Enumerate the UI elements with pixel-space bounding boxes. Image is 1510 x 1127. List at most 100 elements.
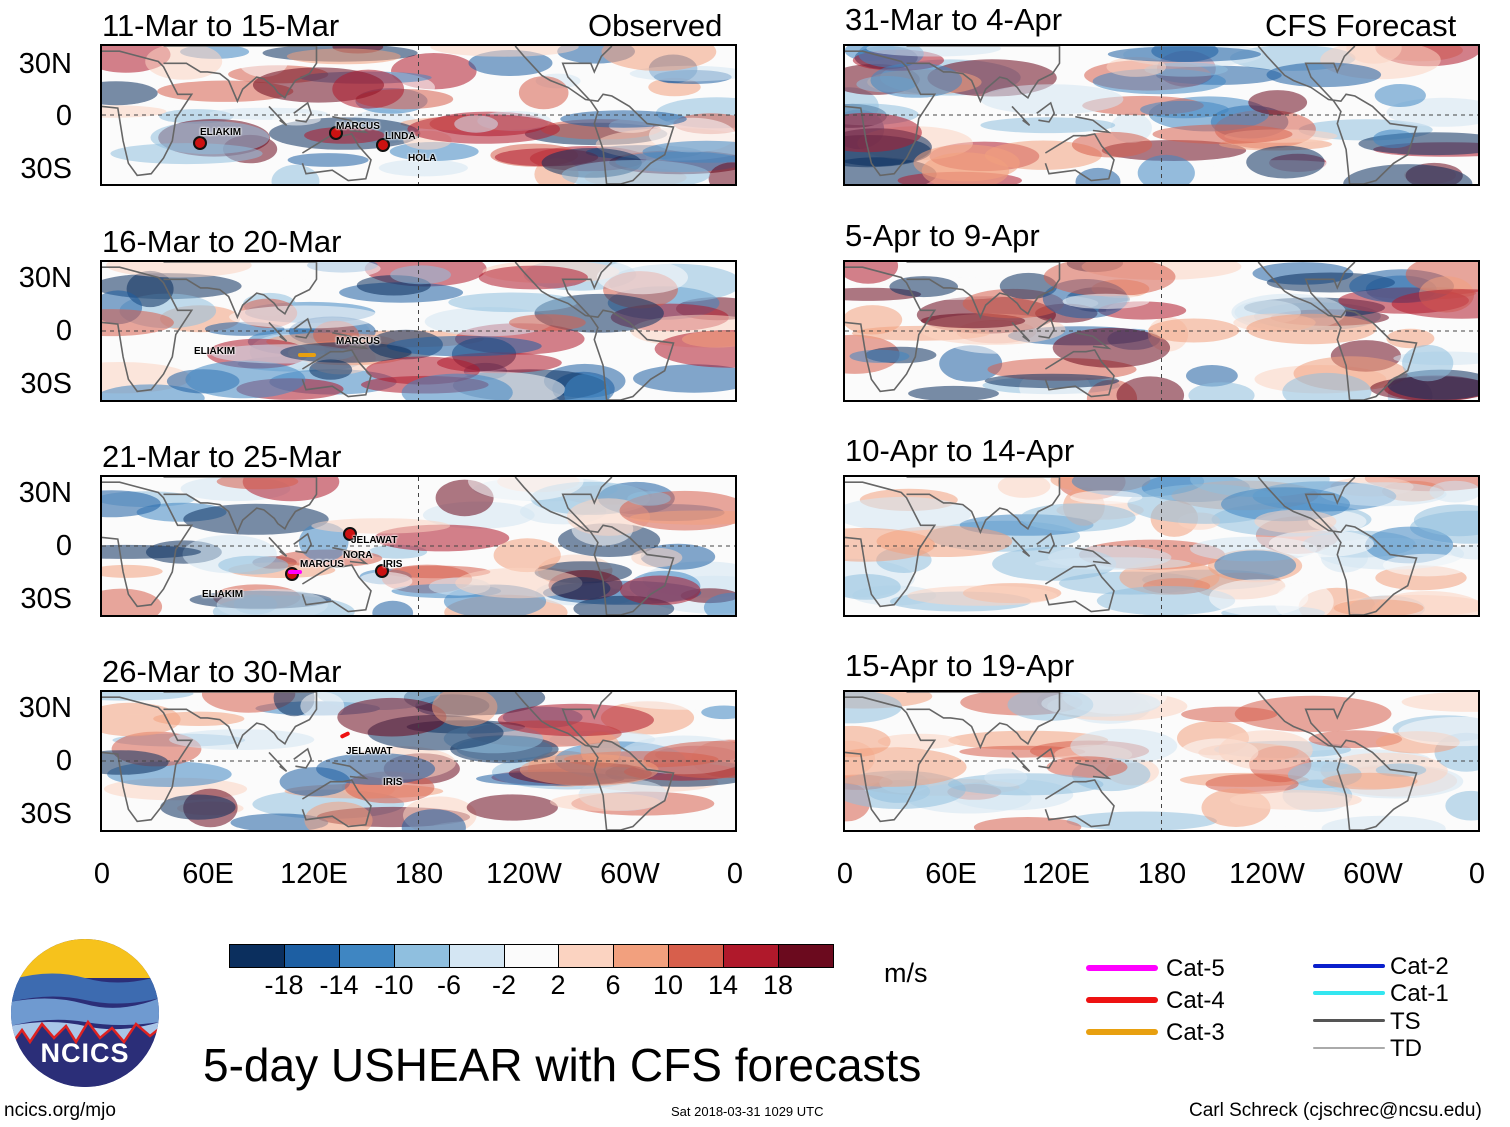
colorbar-tick: -14: [319, 970, 359, 1000]
hurricane-icon: [375, 564, 389, 578]
source-url[interactable]: ncics.org/mjo: [4, 1100, 116, 1121]
legend-swatch: [1086, 997, 1158, 1003]
lat-label: 30S: [20, 798, 72, 830]
legend-swatch: [1086, 1029, 1158, 1035]
legend-label: Cat-3: [1166, 1019, 1225, 1046]
colorbar-swatch: [723, 944, 780, 968]
lon-label: 0: [1468, 858, 1486, 890]
colorbar-swatch: [338, 944, 395, 968]
shear-map: [843, 260, 1480, 402]
lon-label: 0: [93, 858, 111, 890]
legend-label: Cat-2: [1390, 953, 1449, 980]
storm-label: ELIAKIM: [202, 589, 244, 600]
legend-swatch: [1313, 991, 1385, 995]
hurricane-icon: [329, 126, 343, 140]
colorbar-tick: 10: [652, 970, 684, 1000]
legend-swatch: [1313, 964, 1385, 968]
lat-label: 30N: [18, 692, 72, 724]
storm-label: HOLA: [408, 153, 437, 164]
panel-title: 16-Mar to 20-Mar: [102, 224, 342, 259]
lon-label: 120E: [1022, 858, 1090, 890]
panel-title: 31-Mar to 4-Apr: [845, 2, 1063, 37]
storm-label: MARCUS: [336, 121, 380, 132]
colorbar-tick: 6: [605, 970, 621, 1000]
panel-title: 11-Mar to 15-Mar: [102, 8, 340, 43]
shear-map: [100, 44, 737, 186]
colorbar-swatch: [503, 944, 560, 968]
legend-label: Cat-1: [1390, 980, 1449, 1007]
legend-swatch: [1313, 1019, 1385, 1022]
storm-label: LINDA: [385, 131, 416, 142]
colorbar-tick: 14: [707, 970, 739, 1000]
lon-label: 0: [726, 858, 744, 890]
lon-label: 60E: [182, 858, 234, 890]
colorbar-swatch: [229, 944, 285, 968]
lat-label: 30N: [18, 48, 72, 80]
figure-title: 5-day USHEAR with CFS forecasts: [203, 1039, 922, 1091]
colorbar-boxes: [229, 944, 834, 968]
hurricane-icon: [376, 138, 390, 152]
lat-label: 30N: [18, 477, 72, 509]
colorbar-tick: 2: [550, 970, 566, 1000]
storm-label: JELAWAT: [346, 746, 393, 757]
colorbar-units: m/s: [884, 958, 928, 988]
legend-swatch: [1313, 1047, 1385, 1049]
storm-label: MARCUS: [300, 559, 344, 570]
ncics-logo: NCICS: [10, 938, 160, 1088]
timestamp: Sat 2018-03-31 1029 UTC: [671, 1104, 824, 1119]
colorbar-swatch: [283, 944, 340, 968]
lon-label: 120W: [1229, 858, 1305, 890]
panel-title: 5-Apr to 9-Apr: [845, 218, 1040, 253]
hurricane-icon: [343, 527, 357, 541]
legend-label: Cat-5: [1166, 955, 1225, 982]
panel-title: 15-Apr to 19-Apr: [845, 648, 1075, 683]
colorbar-swatch: [448, 944, 505, 968]
colorbar-tick: -2: [491, 970, 517, 1000]
storm-track: [298, 353, 316, 357]
forecast-label: CFS Forecast: [1265, 8, 1457, 43]
storm-label: JELAWAT: [351, 535, 398, 546]
lat-label: 0: [55, 315, 72, 347]
panel-title: 21-Mar to 25-Mar: [102, 439, 342, 474]
colorbar-tick: -10: [374, 970, 414, 1000]
lon-label: 60E: [925, 858, 977, 890]
colorbar-tick: 18: [762, 970, 794, 1000]
lat-label: 30N: [18, 262, 72, 294]
colorbar-swatch: [668, 944, 725, 968]
lat-label: 0: [55, 745, 72, 777]
lon-label: 60W: [600, 858, 660, 890]
shear-map: [843, 475, 1480, 617]
shear-map: [843, 690, 1480, 832]
lon-label: 120W: [486, 858, 562, 890]
lon-label: 120E: [280, 858, 348, 890]
legend-label: Cat-4: [1166, 987, 1225, 1014]
shear-map: [100, 690, 737, 832]
lon-label: 180: [394, 858, 444, 890]
lat-label: 30S: [20, 583, 72, 615]
legend-label: TD: [1390, 1035, 1422, 1062]
lon-label: 60W: [1343, 858, 1403, 890]
panel-title: 26-Mar to 30-Mar: [102, 654, 342, 689]
shear-map: [843, 44, 1480, 186]
shear-map: [100, 475, 737, 617]
storm-label: NORA: [343, 550, 373, 561]
hurricane-icon: [193, 136, 207, 150]
colorbar-swatch: [778, 944, 834, 968]
legend-swatch: [1086, 965, 1158, 971]
lon-label: 0: [836, 858, 854, 890]
lon-label: 180: [1137, 858, 1187, 890]
legend-label: TS: [1390, 1008, 1421, 1035]
colorbar-tick: -6: [436, 970, 462, 1000]
observed-label: Observed: [588, 8, 723, 43]
logo-text: NCICS: [40, 1038, 130, 1068]
storm-label: MARCUS: [336, 336, 380, 347]
shear-map: [100, 260, 737, 402]
lat-label: 30S: [20, 368, 72, 400]
storm-label: ELIAKIM: [194, 346, 236, 357]
lat-label: 30S: [20, 153, 72, 185]
storm-label: ELIAKIM: [200, 127, 242, 138]
colorbar-swatch: [558, 944, 615, 968]
colorbar-swatch: [393, 944, 450, 968]
lat-label: 0: [55, 530, 72, 562]
storm-track: [288, 570, 302, 574]
